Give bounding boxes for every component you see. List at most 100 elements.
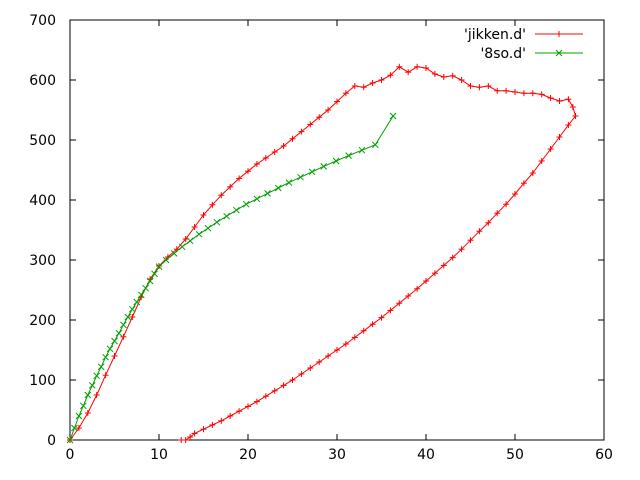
data-point (494, 210, 501, 217)
data-point (274, 184, 282, 192)
data-point (414, 285, 421, 292)
data-point (320, 163, 328, 170)
data-point (307, 365, 314, 371)
x-tick-label: 60 (595, 447, 613, 463)
data-point (369, 80, 376, 86)
data-point (93, 392, 100, 398)
data-point (71, 424, 78, 432)
legend-marker (555, 49, 563, 57)
data-point (271, 149, 278, 155)
data-point (298, 371, 305, 377)
data-point (360, 84, 367, 91)
data-point (155, 263, 163, 270)
series-1 (66, 112, 397, 444)
y-tick-label: 0 (47, 433, 56, 449)
data-point (245, 168, 251, 175)
data-point (485, 219, 492, 226)
plot-frame (69, 19, 605, 441)
data-point (88, 382, 96, 389)
data-point (84, 391, 92, 399)
data-point (572, 113, 579, 119)
data-point (538, 91, 545, 98)
data-point (503, 201, 510, 208)
data-point (342, 90, 349, 97)
series-layer (66, 63, 579, 444)
x-tick-label: 40 (417, 447, 435, 463)
data-point (264, 190, 271, 197)
data-point (556, 98, 563, 104)
data-point (387, 72, 394, 79)
data-point (245, 403, 251, 410)
data-point (458, 77, 465, 83)
data-point (414, 63, 421, 70)
data-point (195, 230, 203, 238)
data-point (223, 212, 230, 220)
data-point (115, 329, 123, 337)
data-point (137, 291, 145, 299)
data-point (236, 175, 243, 182)
data-point (120, 333, 127, 340)
data-point (97, 363, 105, 371)
data-point (405, 69, 412, 76)
data-point (476, 84, 483, 91)
data-point (512, 191, 518, 197)
series-line (69, 115, 394, 441)
data-point (396, 300, 403, 307)
data-point (218, 417, 225, 424)
data-point (440, 74, 447, 80)
series-0 (67, 63, 579, 443)
data-point (360, 327, 367, 334)
data-point (128, 305, 136, 313)
data-point (236, 408, 243, 415)
data-point (75, 425, 82, 431)
y-tick-label: 200 (29, 313, 56, 329)
data-point (124, 313, 132, 321)
data-point (209, 201, 216, 208)
y-tick-label: 400 (29, 193, 56, 209)
data-point (389, 112, 397, 120)
data-point (494, 87, 501, 94)
data-point (66, 436, 74, 444)
data-point (423, 65, 429, 71)
data-point (262, 393, 269, 400)
data-point (332, 157, 340, 165)
data-point (170, 250, 178, 257)
data-point (289, 377, 296, 383)
data-point (387, 307, 394, 314)
data-point (569, 104, 576, 110)
series-line (69, 66, 577, 441)
data-point (262, 155, 269, 161)
data-point (200, 426, 207, 433)
legend-marker (556, 31, 562, 37)
data-point (84, 410, 91, 416)
data-point (308, 168, 316, 176)
data-point (187, 434, 194, 440)
legend: 'jikken.d' '8so.d' (464, 27, 583, 62)
data-point (93, 372, 101, 380)
data-point (218, 192, 225, 199)
data-point (565, 96, 572, 103)
data-point (79, 402, 87, 410)
data-point (102, 372, 109, 379)
data-point (227, 413, 234, 419)
data-point (529, 90, 536, 97)
data-point (111, 353, 118, 359)
data-point (209, 422, 216, 428)
data-point (242, 200, 250, 208)
data-point (449, 254, 456, 261)
data-point (565, 122, 572, 128)
data-point (151, 270, 158, 278)
data-point (485, 83, 492, 89)
y-tick-label: 100 (29, 373, 56, 389)
x-tick-label: 0 (66, 447, 75, 463)
data-point (431, 71, 438, 77)
data-point (449, 72, 456, 79)
data-point (133, 298, 141, 306)
data-point (358, 146, 366, 154)
data-point (396, 63, 403, 70)
data-point (285, 179, 293, 186)
data-point (280, 143, 287, 149)
data-point (142, 284, 150, 292)
